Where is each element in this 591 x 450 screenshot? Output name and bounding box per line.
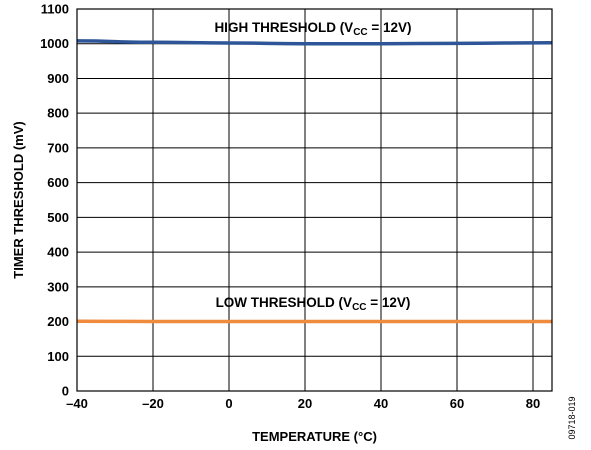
- y-tick-labels: 0 100 200 300 400 500 600 700 800 900 1000 1100: [40, 2, 69, 399]
- x-tick-label: –20: [142, 396, 164, 411]
- y-tick-label: 800: [47, 106, 69, 121]
- x-tick-label: 0: [225, 396, 232, 411]
- annotation-high-threshold: HIGH THRESHOLD (VCC = 12V): [214, 20, 411, 38]
- x-tick-label: 20: [298, 396, 312, 411]
- y-axis-title: TIMER THRESHOLD (mV): [11, 121, 26, 278]
- y-tick-label: 300: [47, 279, 69, 294]
- series-group: [76, 39, 553, 324]
- grid: [76, 8, 552, 392]
- x-tick-label: 60: [450, 396, 464, 411]
- y-tick-label: 400: [47, 245, 69, 260]
- y-tick-label: 200: [47, 314, 69, 329]
- y-tick-label: 0: [62, 384, 69, 399]
- y-tick-label: 1000: [40, 36, 69, 51]
- y-tick-label: 900: [47, 71, 69, 86]
- y-tick-label: 1100: [41, 2, 69, 17]
- plot-frame: [76, 8, 553, 392]
- x-tick-label: –40: [66, 396, 88, 411]
- y-tick-label: 100: [47, 349, 69, 364]
- y-tick-label: 500: [47, 210, 69, 225]
- y-tick-label: 700: [47, 140, 69, 155]
- x-tick-labels: –40 –20 0 20 40 60 80: [66, 396, 540, 411]
- figure-id: 09718-019: [567, 396, 577, 439]
- series-line-high-threshold: [76, 39, 553, 46]
- x-tick-label: 80: [526, 396, 540, 411]
- annotation-low-threshold: LOW THRESHOLD (VCC = 12V): [216, 295, 411, 313]
- x-tick-label: 40: [374, 396, 388, 411]
- y-tick-label: 600: [47, 175, 69, 190]
- x-axis-title: TEMPERATURE (°C): [252, 429, 377, 444]
